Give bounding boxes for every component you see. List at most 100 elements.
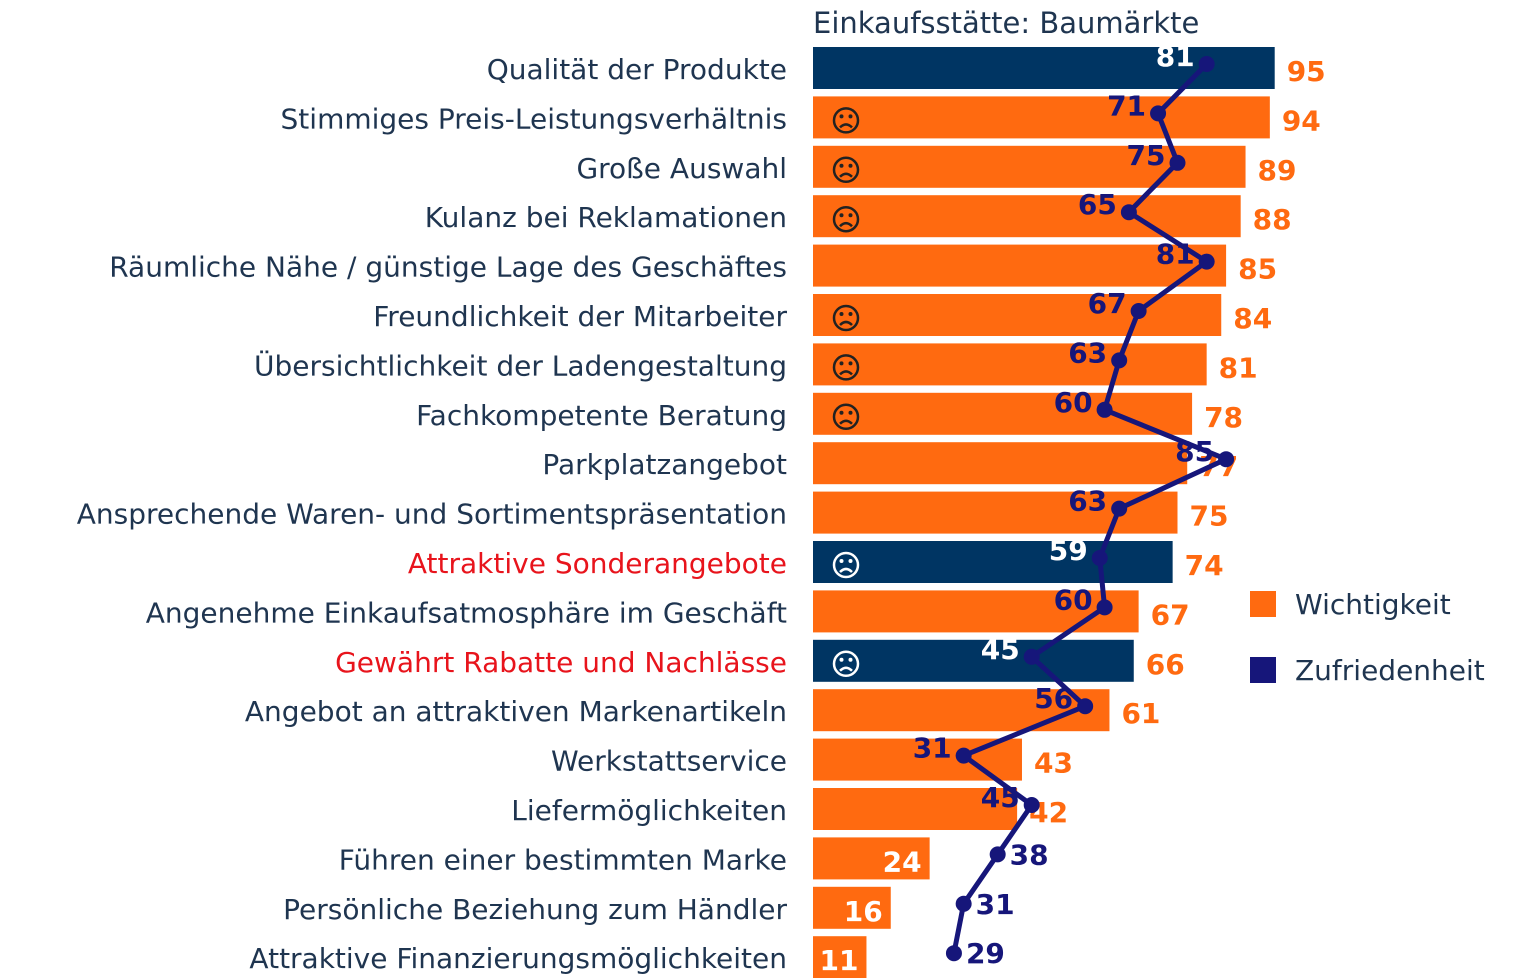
category-label: Angenehme Einkaufsatmosphäre im Geschäft <box>146 596 787 629</box>
line-point <box>1198 253 1215 270</box>
category-label: Angebot an attraktiven Markenartikeln <box>245 695 787 728</box>
value-label: 59 <box>1049 534 1088 567</box>
value-label: 63 <box>1068 485 1107 518</box>
value-label: 29 <box>966 937 1005 970</box>
bar <box>813 96 1270 139</box>
value-label: 81 <box>1156 238 1195 271</box>
line-point <box>1111 352 1128 369</box>
frown-icon <box>832 403 860 431</box>
category-label: Übersichtlichkeit der Ladengestaltung <box>254 348 787 382</box>
bar <box>813 47 1275 89</box>
bar <box>813 392 1193 435</box>
bar <box>813 590 1139 633</box>
bar <box>813 886 891 929</box>
value-label: 67 <box>1151 598 1190 631</box>
bar <box>813 639 1134 682</box>
value-label: 85 <box>1175 435 1214 468</box>
line-point <box>1198 56 1215 72</box>
value-label: 95 <box>1287 55 1326 88</box>
value-label: 63 <box>1068 336 1107 369</box>
category-label: Gewährt Rabatte und Nachlässe <box>335 646 787 679</box>
value-label: 94 <box>1282 104 1321 137</box>
value-label: 16 <box>844 895 883 928</box>
value-label: 78 <box>1204 401 1243 434</box>
category-label: Liefermöglichkeiten <box>511 794 787 827</box>
category-label: Attraktive Sonderangebote <box>408 547 787 580</box>
value-label: 60 <box>1054 583 1093 616</box>
frown-icon <box>832 156 860 184</box>
category-label: Attraktive Finanzierungsmöglichkeiten <box>249 942 787 975</box>
line-point <box>1150 105 1167 122</box>
value-label: 81 <box>1156 40 1195 73</box>
value-label: 75 <box>1127 139 1166 172</box>
value-label: 74 <box>1185 549 1224 582</box>
value-label: 38 <box>1010 838 1049 871</box>
bar <box>813 689 1110 732</box>
line-point <box>1077 698 1094 715</box>
value-label: 89 <box>1258 154 1297 187</box>
line-point <box>989 846 1006 863</box>
line-point <box>1096 401 1113 418</box>
frown-icon <box>832 107 860 134</box>
line-point <box>1091 550 1108 566</box>
bar <box>813 788 1018 830</box>
value-label: 81 <box>1219 351 1258 384</box>
category-label: Persönliche Beziehung zum Händler <box>283 893 787 926</box>
category-label: Parkplatzangebot <box>542 448 787 481</box>
category-label: Fachkompetente Beratung <box>416 399 787 432</box>
value-label: 31 <box>976 888 1015 921</box>
legend-label: Wichtigkeit <box>1295 588 1451 621</box>
chart-title: Einkaufsstätte: Baumärkte <box>813 6 1199 40</box>
value-label: 88 <box>1253 203 1292 236</box>
legend-swatch <box>1250 591 1276 617</box>
line-point <box>1120 204 1137 221</box>
category-label: Räumliche Nähe / günstige Lage des Gesch… <box>109 251 787 284</box>
category-label: Kulanz bei Reklamationen <box>425 201 787 234</box>
category-label: Qualität der Produkte <box>487 53 787 86</box>
bar <box>813 442 1188 485</box>
frown-icon <box>832 650 860 678</box>
bar <box>813 343 1207 386</box>
value-label: 60 <box>1054 386 1093 419</box>
category-label: Werkstattservice <box>551 745 787 778</box>
value-label: 84 <box>1233 302 1272 335</box>
bar <box>813 541 1173 583</box>
frown-icon <box>832 205 860 233</box>
line-point <box>1218 451 1235 468</box>
value-label: 71 <box>1107 89 1146 122</box>
frown-icon <box>832 551 860 579</box>
category-label: Stimmiges Preis-Leistungsverhältnis <box>281 102 787 135</box>
value-label: 43 <box>1034 747 1073 780</box>
value-label: 75 <box>1190 500 1229 533</box>
line-point <box>1023 648 1040 665</box>
frown-icon <box>832 304 860 332</box>
line-point <box>1169 154 1186 171</box>
bar <box>813 837 930 880</box>
line-point <box>955 747 972 764</box>
category-label: Ansprechende Waren- und Sortimentspräsen… <box>77 498 787 531</box>
legend-label: Zufriedenheit <box>1295 654 1485 687</box>
line-point <box>1096 599 1113 616</box>
value-label: 24 <box>883 845 922 878</box>
value-label: 11 <box>819 944 858 977</box>
line-point <box>945 945 962 962</box>
value-label: 66 <box>1146 648 1185 681</box>
category-label: Freundlichkeit der Mitarbeiter <box>373 300 787 333</box>
category-label: Große Auswahl <box>576 152 787 185</box>
value-label: 65 <box>1078 188 1117 221</box>
value-label: 61 <box>1121 697 1160 730</box>
value-label: 45 <box>981 633 1020 666</box>
bar <box>813 936 867 978</box>
line-point <box>1130 303 1147 319</box>
value-label: 31 <box>913 732 952 765</box>
line-point <box>955 895 972 912</box>
bar <box>813 294 1222 336</box>
value-label: 56 <box>1034 682 1073 715</box>
frown-icon <box>832 354 860 381</box>
line-point <box>1111 500 1128 517</box>
legend-swatch <box>1250 657 1276 683</box>
bar <box>813 195 1241 238</box>
line-point <box>1023 797 1040 813</box>
value-label: 67 <box>1088 287 1127 320</box>
value-label: 45 <box>981 781 1020 814</box>
